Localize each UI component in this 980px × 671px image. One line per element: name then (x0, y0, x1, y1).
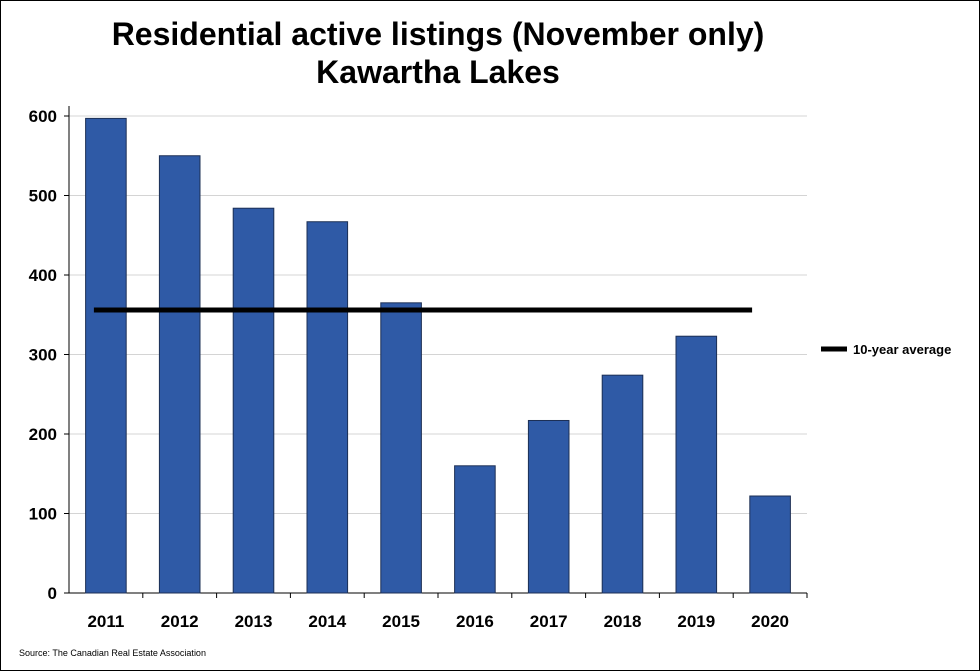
x-tick-label-2015: 2015 (382, 612, 420, 631)
y-tick-label-300: 300 (29, 346, 57, 365)
bar-2016 (454, 465, 496, 594)
chart-title: Residential active listings (November on… (111, 16, 765, 52)
bar-2018 (601, 374, 644, 594)
bars (85, 117, 791, 594)
x-tick-label-2018: 2018 (604, 612, 642, 631)
y-tick-label-200: 200 (29, 425, 57, 444)
bar-2013 (232, 207, 275, 594)
x-tick-label-2012: 2012 (161, 612, 199, 631)
x-tick-label-2014: 2014 (308, 612, 346, 631)
y-tick-label-400: 400 (29, 266, 57, 285)
y-tick-label-600: 600 (29, 107, 57, 126)
x-tick-label-2017: 2017 (530, 612, 568, 631)
bar-2014 (306, 221, 349, 594)
x-tick-label-2013: 2013 (235, 612, 273, 631)
chart-subtitle: Kawartha Lakes (316, 54, 560, 90)
x-tick-label-2011: 2011 (87, 612, 124, 631)
bar-2011 (85, 117, 127, 594)
source-note: Source: The Canadian Real Estate Associa… (19, 648, 206, 658)
bar-2020 (749, 495, 791, 594)
legend-label-average: 10-year average (853, 342, 951, 357)
x-tick-label-2016: 2016 (456, 612, 494, 631)
legend: 10-year average (821, 342, 951, 357)
tick-labels: 0 100 200 300 400 500 600 2011 2012 2013 2014 2015 2… (29, 107, 789, 631)
y-tick-label-0: 0 (48, 584, 57, 603)
y-tick-label-500: 500 (29, 187, 57, 206)
x-tick-label-2020: 2020 (751, 612, 789, 631)
bar-2017 (527, 419, 570, 594)
bar-2012 (158, 155, 201, 594)
x-tick-label-2019: 2019 (677, 612, 715, 631)
bar-2015 (380, 302, 422, 594)
y-tick-label-100: 100 (29, 505, 57, 524)
chart-title-block: Residential active listings (November on… (1, 15, 875, 91)
bar-2019 (675, 335, 718, 594)
